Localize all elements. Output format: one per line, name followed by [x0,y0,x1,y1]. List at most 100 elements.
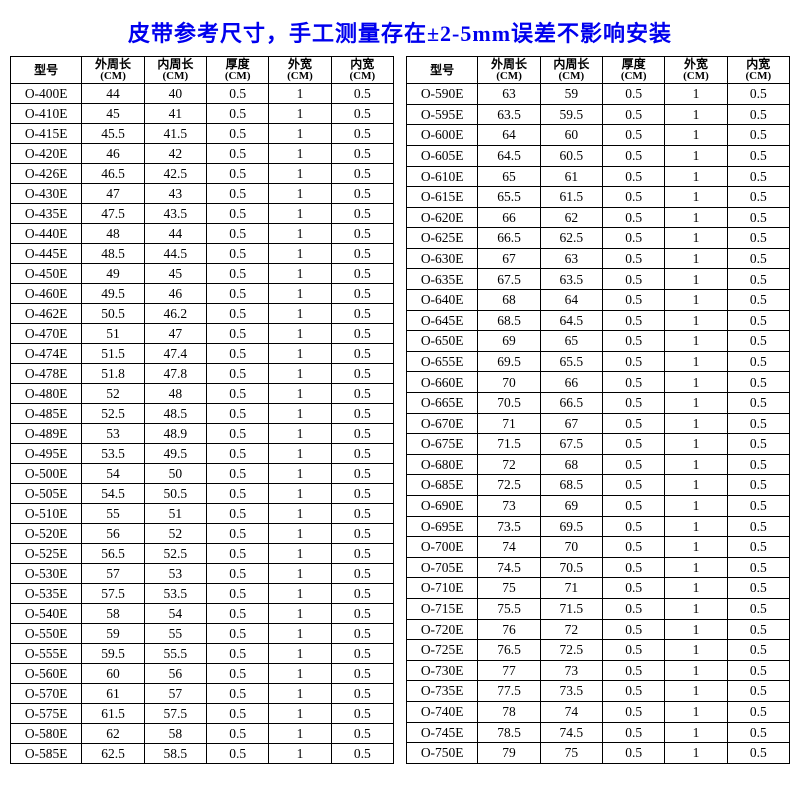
cell-value: 0.5 [603,269,665,290]
table-row: O-590E63590.510.5 [407,84,790,105]
cell-value: 0.5 [331,664,393,684]
cell-value: 0.5 [603,145,665,166]
table-row: O-555E59.555.50.510.5 [11,644,394,664]
cell-value: 74 [478,537,540,558]
cell-value: 0.5 [727,619,789,640]
cell-value: 53 [144,564,206,584]
cell-value: 1 [269,724,331,744]
table-row: O-410E45410.510.5 [11,104,394,124]
cell-value: 0.5 [207,664,269,684]
col-header-model: 型号 [407,57,478,84]
cell-value: 1 [269,584,331,604]
cell-value: 1 [665,578,727,599]
cell-value: 0.5 [603,290,665,311]
cell-model: O-690E [407,496,478,517]
cell-model: O-474E [11,344,82,364]
cell-value: 1 [269,84,331,104]
cell-value: 1 [269,484,331,504]
cell-value: 56 [144,664,206,684]
table-row: O-550E59550.510.5 [11,624,394,644]
cell-value: 0.5 [603,166,665,187]
cell-model: O-420E [11,144,82,164]
cell-value: 60 [82,664,144,684]
cell-value: 62 [540,207,602,228]
cell-value: 0.5 [331,364,393,384]
cell-value: 1 [665,660,727,681]
cell-value: 70.5 [478,393,540,414]
cell-value: 68 [540,454,602,475]
cell-model: O-575E [11,704,82,724]
cell-value: 0.5 [727,331,789,352]
cell-value: 1 [269,264,331,284]
cell-value: 0.5 [331,404,393,424]
cell-model: O-410E [11,104,82,124]
tables-container: 型号外周长(CM)内周长(CM)厚度(CM)外宽(CM)内宽(CM) O-400… [10,56,790,764]
cell-value: 70.5 [540,557,602,578]
col-header: 厚度(CM) [603,57,665,84]
cell-model: O-435E [11,204,82,224]
cell-model: O-430E [11,184,82,204]
cell-value: 1 [665,434,727,455]
cell-value: 0.5 [207,584,269,604]
cell-value: 0.5 [603,619,665,640]
cell-value: 69 [478,331,540,352]
cell-value: 54.5 [82,484,144,504]
table-row: O-655E69.565.50.510.5 [407,351,790,372]
cell-value: 57.5 [144,704,206,724]
cell-value: 1 [665,187,727,208]
cell-value: 69.5 [478,351,540,372]
table-row: O-615E65.561.50.510.5 [407,187,790,208]
cell-value: 0.5 [727,187,789,208]
cell-model: O-480E [11,384,82,404]
cell-value: 0.5 [603,310,665,331]
cell-model: O-640E [407,290,478,311]
cell-value: 1 [665,145,727,166]
cell-value: 76 [478,619,540,640]
cell-value: 0.5 [331,584,393,604]
cell-value: 0.5 [207,224,269,244]
cell-value: 47 [144,324,206,344]
cell-value: 72 [478,454,540,475]
cell-value: 0.5 [207,504,269,524]
cell-value: 53 [82,424,144,444]
cell-value: 0.5 [727,104,789,125]
cell-value: 42 [144,144,206,164]
table-row: O-745E78.574.50.510.5 [407,722,790,743]
cell-value: 67.5 [540,434,602,455]
cell-model: O-665E [407,393,478,414]
cell-value: 67 [478,248,540,269]
cell-model: O-570E [11,684,82,704]
cell-model: O-740E [407,701,478,722]
cell-value: 1 [269,344,331,364]
cell-value: 0.5 [603,598,665,619]
cell-value: 0.5 [727,372,789,393]
cell-value: 0.5 [603,496,665,517]
table-row: O-670E71670.510.5 [407,413,790,434]
cell-model: O-695E [407,516,478,537]
cell-value: 0.5 [603,660,665,681]
table-row: O-680E72680.510.5 [407,454,790,475]
cell-value: 75 [540,743,602,764]
cell-value: 59 [82,624,144,644]
cell-value: 0.5 [727,166,789,187]
col-header: 外周长(CM) [82,57,144,84]
cell-value: 51 [82,324,144,344]
cell-model: O-505E [11,484,82,504]
cell-model: O-635E [407,269,478,290]
cell-model: O-680E [407,454,478,475]
table-row: O-478E51.847.80.510.5 [11,364,394,384]
cell-model: O-735E [407,681,478,702]
table-row: O-525E56.552.50.510.5 [11,544,394,564]
cell-value: 1 [665,516,727,537]
cell-value: 48.5 [82,244,144,264]
cell-value: 44 [144,224,206,244]
cell-value: 53.5 [82,444,144,464]
cell-model: O-685E [407,475,478,496]
table-row: O-635E67.563.50.510.5 [407,269,790,290]
cell-value: 1 [269,384,331,404]
table-row: O-740E78740.510.5 [407,701,790,722]
cell-value: 0.5 [207,344,269,364]
table-row: O-620E66620.510.5 [407,207,790,228]
cell-value: 0.5 [603,516,665,537]
cell-value: 48.9 [144,424,206,444]
